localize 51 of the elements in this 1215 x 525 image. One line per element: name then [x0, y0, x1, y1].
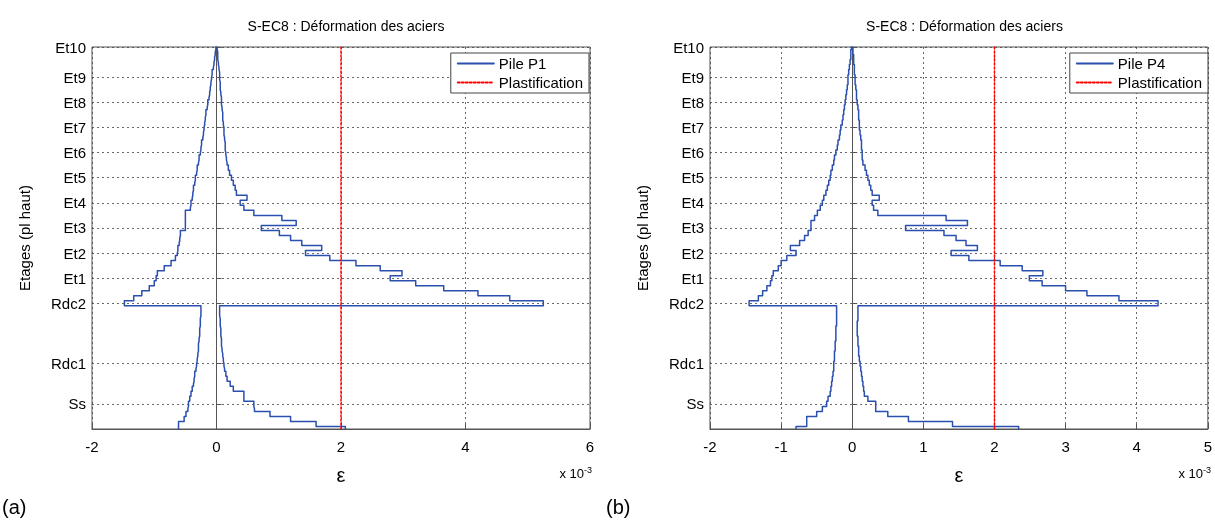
y-tick-label: Et5: [681, 169, 704, 187]
y-tick-label: Et9: [681, 68, 704, 86]
x-tick-label: 2: [336, 438, 346, 455]
y-tick-label: Et2: [681, 244, 704, 262]
y-tick-label: Et2: [63, 244, 86, 262]
x-tick-label: 4: [1132, 438, 1141, 455]
x-tick-label: 0: [212, 438, 221, 455]
y-tick-label: Et10: [673, 38, 704, 56]
y-tick-label: Rdc2: [668, 294, 704, 312]
x-tick-label: 2: [990, 438, 999, 455]
x-tick-label: -2: [85, 438, 99, 455]
y-tick-label: Et4: [63, 194, 86, 212]
y-tick-label: Rdc2: [50, 294, 86, 312]
y-tick-label: Et6: [63, 144, 86, 162]
y-axis-title: Etages (pl haut): [634, 185, 651, 291]
y-tick-label: Et7: [681, 118, 704, 136]
legend-label: Plastification: [498, 74, 584, 91]
y-tick-label: Et1: [63, 269, 86, 287]
x-tick-label: -1: [774, 438, 788, 455]
y-tick-label: Rdc1: [668, 355, 704, 373]
y-tick-label: Ss: [686, 395, 704, 413]
y-tick-label: Et8: [63, 93, 86, 111]
legend-label: Plastification: [1117, 74, 1203, 91]
y-tick-label: Et7: [63, 118, 86, 136]
text: (a): [2, 496, 27, 518]
y-tick-label: Rdc1: [50, 355, 86, 373]
y-tick-label: Et9: [63, 68, 86, 86]
y-tick-label: Et5: [63, 169, 86, 187]
y-tick-label: Et8: [681, 93, 704, 111]
x-tick-label: 5: [1203, 438, 1212, 455]
y-tick-label: Et3: [681, 219, 704, 237]
legend-label: Pile P1: [498, 55, 547, 72]
x-tick-label: -2: [703, 438, 717, 455]
text: (b): [606, 496, 631, 518]
y-axis-title: Etages (pl haut): [16, 185, 33, 291]
y-tick-label: Et4: [681, 194, 704, 212]
y-tick-label: Et6: [681, 144, 704, 162]
x-tick-label: 4: [461, 438, 470, 455]
x-tick-label: 3: [1061, 438, 1070, 455]
y-tick-label: Et10: [55, 38, 86, 56]
x-axis-title: ε: [954, 464, 964, 486]
chart-title: S-EC8 : Déformation des aciers: [866, 18, 1063, 34]
x-tick-label: 0: [848, 438, 857, 455]
x-tick-label: 1: [919, 438, 928, 455]
y-tick-label: Et1: [681, 269, 704, 287]
chart-title: S-EC8 : Déformation des aciers: [247, 18, 445, 34]
x-tick-label: 6: [585, 438, 595, 455]
y-tick-label: Ss: [68, 395, 86, 413]
x-axis-title: ε: [336, 464, 346, 486]
legend-label: Pile P4: [1117, 55, 1166, 72]
y-tick-label: Et3: [63, 219, 86, 237]
